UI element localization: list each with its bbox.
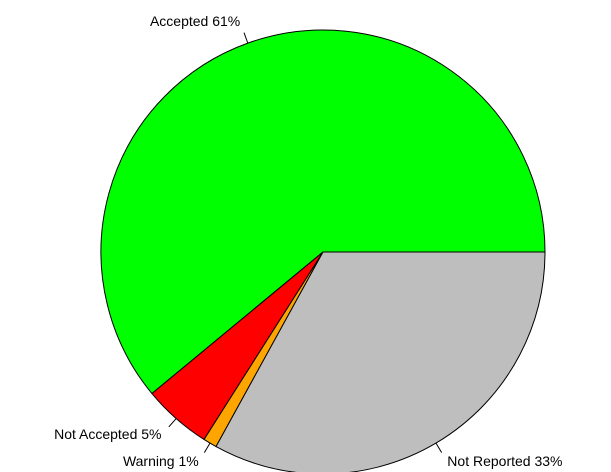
slice-label: Not Accepted 5% (54, 426, 161, 442)
leader-line (203, 442, 211, 453)
slice-value: 33% (534, 453, 562, 469)
leader-line (168, 418, 177, 428)
slice-name: Accepted (150, 13, 208, 29)
slice-name: Warning (123, 453, 175, 469)
pie-slice (100, 29, 546, 395)
slice-value: 61% (212, 13, 240, 29)
slice-name: Not Accepted (54, 426, 137, 442)
slice-label: Warning 1% (123, 453, 199, 469)
slice-label: Not Reported 33% (447, 453, 562, 469)
slice-value: 5% (141, 426, 161, 442)
slice-name: Not Reported (447, 453, 530, 469)
leader-line (435, 442, 443, 453)
pie-slice (215, 251, 546, 472)
slice-label: Accepted 61% (150, 13, 240, 29)
leader-line (243, 32, 249, 44)
slice-value: 1% (178, 453, 198, 469)
